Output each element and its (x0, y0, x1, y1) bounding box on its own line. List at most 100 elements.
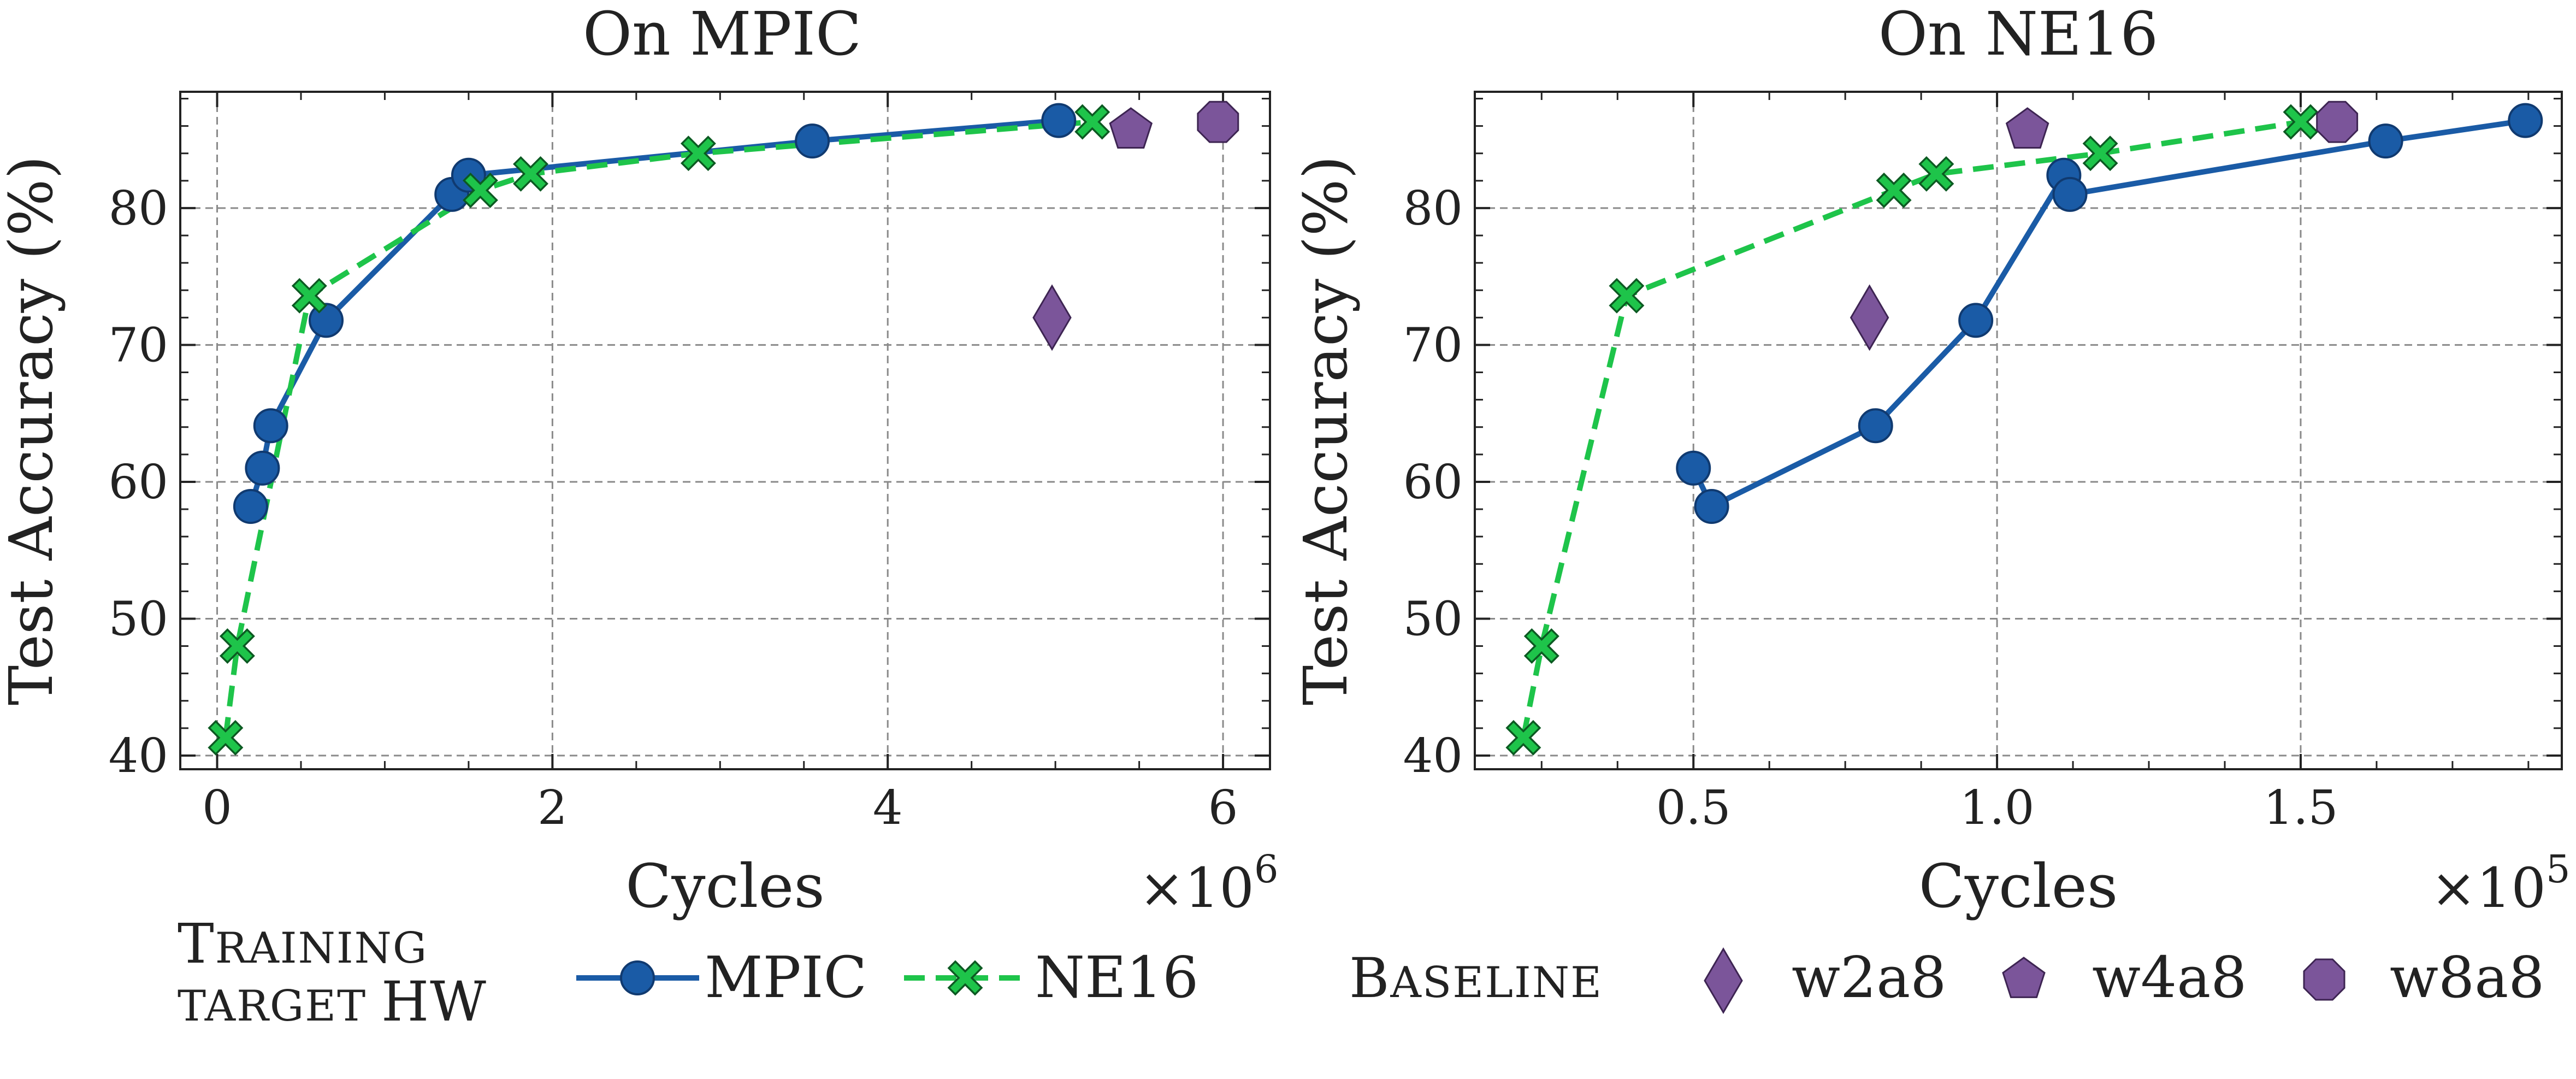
y-axis-label: Test Accuracy (%) (1291, 156, 1361, 705)
y-tick-label: 50 (1403, 592, 1463, 646)
legend-caps-glyph: A (247, 924, 280, 973)
baseline-points (1850, 101, 2359, 351)
data-point-ne16 (1918, 156, 1954, 192)
data-point-ne16 (1876, 172, 1912, 208)
series-line-ne16 (1520, 119, 2301, 739)
legend-w8a8-label: w8a8 (2390, 944, 2544, 1011)
legend-caps-glyph: B (1349, 946, 1391, 1010)
legend-caps-glyph (367, 982, 381, 1031)
axis-ticks (1475, 92, 2562, 769)
data-point-mpic (1676, 450, 1711, 486)
legend-caps-glyph: W (430, 970, 487, 1034)
legend-caps-glyph: E (1570, 958, 1603, 1007)
axis-ticks (180, 92, 1270, 769)
y-tick-label: 40 (1403, 729, 1463, 783)
plot-frame (1474, 91, 2563, 770)
y-tick-label: 80 (1403, 181, 1463, 236)
legend-training-title-line1: TRAINING (178, 912, 428, 976)
baseline-point-w8a8 (1197, 101, 1239, 143)
x-axis-multiplier: ×105 (2431, 847, 2571, 920)
y-axis-label: Test Accuracy (%) (0, 156, 66, 705)
legend-w8a8-marker (2303, 958, 2345, 1001)
legend-training-title-line2: TARGET HW (178, 970, 487, 1034)
legend-w4a8-label: w4a8 (2092, 944, 2247, 1011)
legend-ne16-marker (947, 960, 983, 996)
y-tick-label: 70 (1403, 318, 1463, 373)
legend-entry-w2a8: w2a8 (1704, 944, 1946, 1014)
legend-baseline-title: BASELINE (1349, 946, 1603, 1010)
data-point-ne16 (2283, 104, 2319, 140)
x-axis-multiplier-base: ×10 (1139, 856, 1254, 920)
data-point-mpic (1041, 103, 1077, 138)
series-markers-ne16 (1505, 104, 2319, 756)
x-axis-label: Cycles (625, 851, 825, 921)
x-tick-label: 6 (1208, 781, 1238, 835)
legend-mpic-marker (620, 960, 655, 995)
legend-caps-glyph: I (280, 924, 298, 973)
legend-ne16-marker-shape (947, 960, 983, 996)
data-point-mpic (1694, 489, 1729, 524)
plot-frame (179, 91, 1271, 770)
series-markers-mpic (233, 103, 1077, 524)
chart-title: On MPIC (583, 0, 861, 69)
legend-caps-glyph: T (178, 912, 215, 976)
data-point-mpic (1958, 303, 1994, 338)
y-tick-label: 70 (109, 318, 168, 373)
x-axis-multiplier: ×106 (1139, 847, 1279, 920)
series-ne16 (222, 119, 1093, 739)
baseline-point-w2a8 (1850, 284, 1889, 351)
y-tick-label: 40 (109, 729, 168, 783)
legend-entry-mpic: MPIC (576, 944, 867, 1011)
legend-w2a8-marker-shape (1704, 947, 1743, 1014)
series-mpic (1691, 117, 2526, 509)
data-point-ne16 (291, 278, 327, 314)
data-point-mpic (2508, 103, 2543, 138)
x-tick-label: 4 (873, 781, 903, 835)
legend-w2a8-label: w2a8 (1792, 944, 1946, 1011)
data-point-ne16 (2082, 135, 2118, 172)
legend-caps-glyph: G (393, 924, 428, 973)
data-point-ne16 (1074, 104, 1110, 140)
x-axis-multiplier-exponent: 6 (1254, 847, 1279, 892)
data-point-ne16 (1523, 628, 1559, 664)
x-tick-label: 0 (202, 781, 232, 835)
legend-w4a8-marker-shape (2002, 957, 2046, 998)
legend-caps-glyph: T (337, 982, 367, 1031)
legend-caps-glyph: G (270, 982, 305, 1031)
series-line-mpic (248, 117, 1059, 508)
y-tick-label: 60 (1403, 455, 1463, 510)
x-tick-label: 1.5 (2264, 781, 2338, 835)
x-axis-label: Cycles (1919, 851, 2118, 921)
legend-caps-glyph: I (1514, 958, 1532, 1007)
x-tick-label: 2 (537, 781, 568, 835)
y-tick-label: 80 (109, 181, 168, 236)
data-point-ne16 (208, 720, 244, 756)
legend-caps-glyph: L (1485, 958, 1514, 1007)
data-point-ne16 (462, 172, 498, 208)
legend-caps-glyph: A (1390, 958, 1422, 1007)
legend: TRAINING TARGET HW MPIC NE16 BASELINE w2… (178, 912, 2544, 1034)
legend-w8a8-marker-shape (2303, 958, 2345, 1001)
data-point-ne16 (1505, 720, 1541, 756)
series-line-mpic (1691, 117, 2526, 509)
data-point-mpic (2368, 123, 2403, 159)
data-point-mpic (2052, 176, 2088, 212)
baseline-point-w8a8 (2316, 101, 2359, 143)
grid (1475, 92, 2562, 769)
data-point-mpic (1858, 408, 1893, 444)
data-point-ne16 (513, 156, 548, 192)
x-tick-label: 0.5 (1656, 781, 1731, 835)
chart-title: On NE16 (1878, 0, 2159, 69)
series-ne16 (1520, 119, 2301, 739)
legend-caps-glyph: I (336, 924, 355, 973)
legend-caps-glyph: R (237, 982, 270, 1031)
data-point-ne16 (1609, 278, 1645, 314)
legend-caps-glyph: T (178, 982, 206, 1031)
legend-entry-ne16: NE16 (904, 944, 1198, 1011)
data-point-mpic (245, 450, 280, 486)
data-point-ne16 (219, 628, 255, 664)
legend-training-group: TRAINING TARGET HW MPIC NE16 (178, 912, 1198, 1034)
legend-w2a8-marker (1704, 947, 1743, 1014)
